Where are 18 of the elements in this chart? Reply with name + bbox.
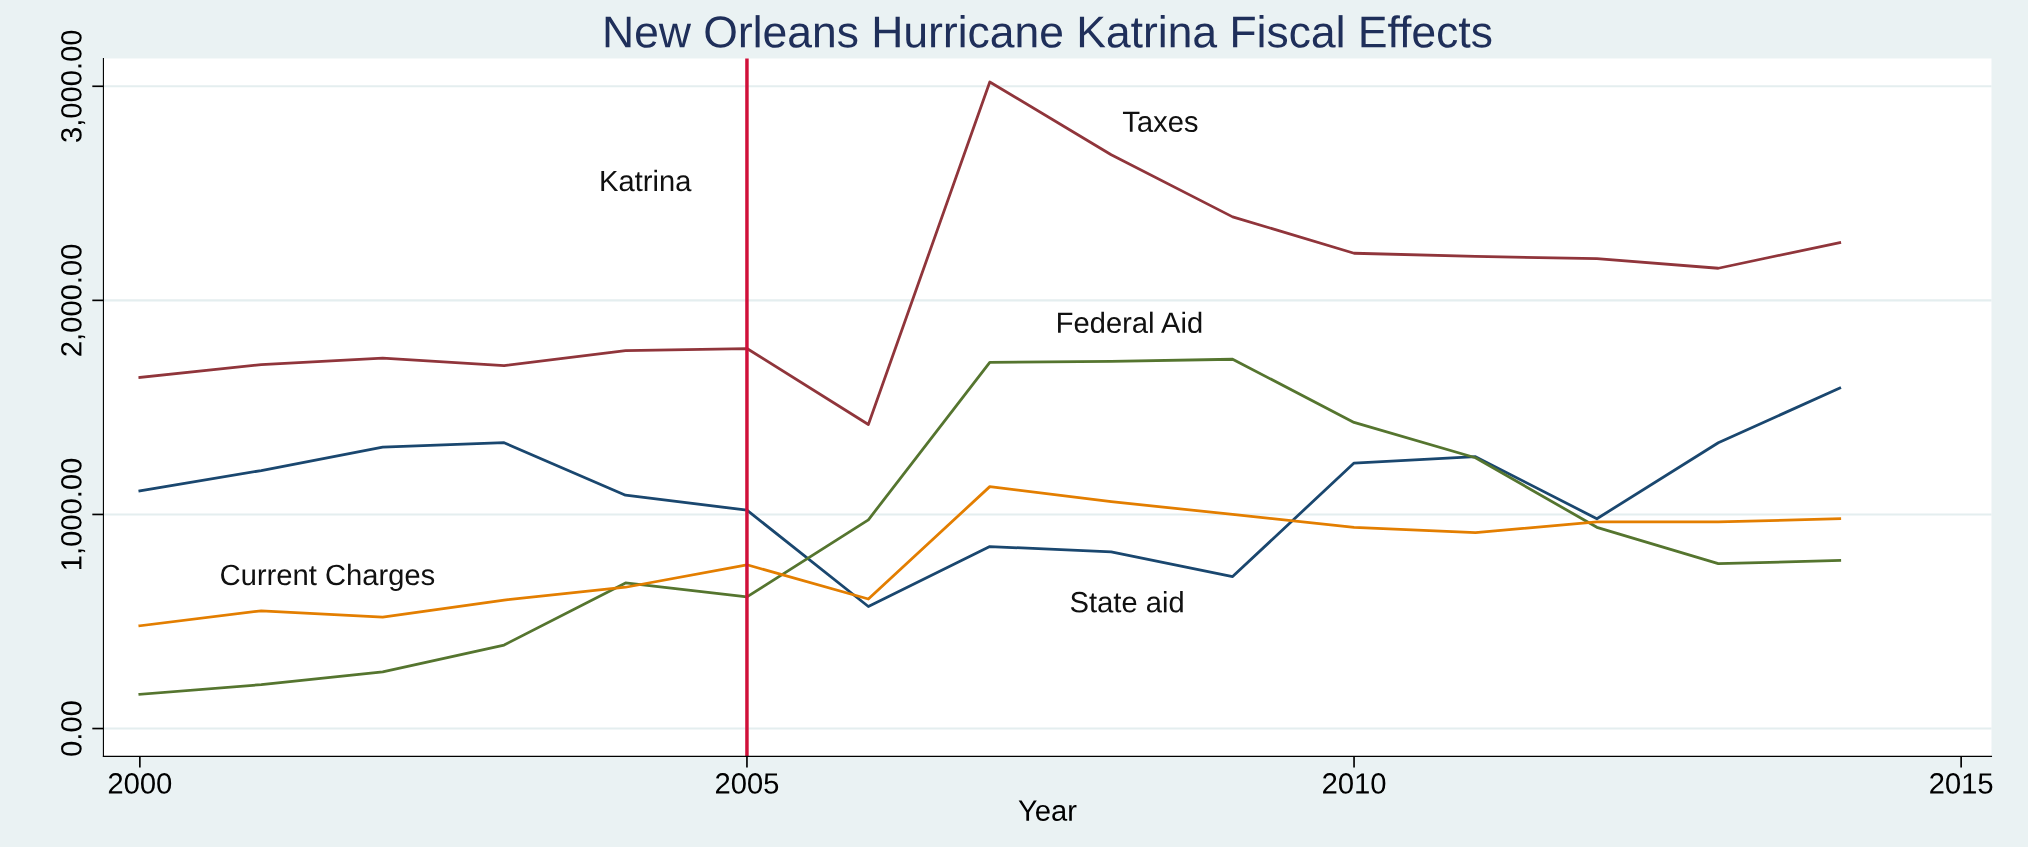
line-series bbox=[138, 80, 1842, 426]
x-tick-label: 2015 bbox=[1930, 773, 1993, 794]
x-tick-label: 2000 bbox=[108, 773, 172, 794]
ref-line-label: Katrina bbox=[601, 169, 692, 192]
x-axis-title: Year bbox=[1018, 800, 1077, 821]
y-tick-label: 2,000.00 bbox=[61, 244, 86, 356]
series-label: State aid bbox=[1070, 591, 1183, 613]
series-label: Taxes bbox=[1122, 111, 1198, 133]
x-tick-label: 2005 bbox=[715, 773, 779, 794]
line-series bbox=[138, 485, 1842, 628]
series-label: Federal Aid bbox=[1058, 311, 1202, 334]
y-tick-label: 3,000.00 bbox=[61, 30, 86, 142]
x-tick-label: 2010 bbox=[1323, 773, 1386, 794]
series-label: Current Charges bbox=[221, 563, 435, 592]
chart-title: New Orleans Hurricane Katrina Fiscal Effects bbox=[605, 15, 1492, 48]
y-tick-label: 0.00 bbox=[61, 701, 82, 756]
line-series bbox=[138, 357, 1842, 696]
y-tick-label: 1,000.00 bbox=[61, 458, 86, 569]
